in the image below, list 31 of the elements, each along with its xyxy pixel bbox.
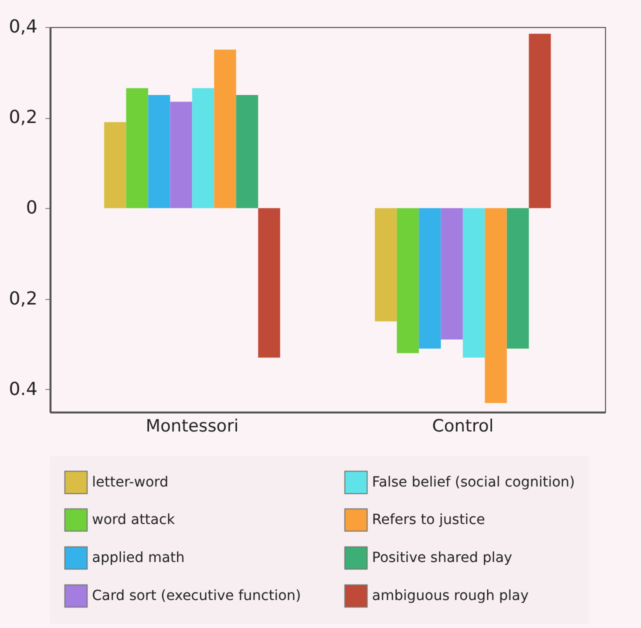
legend-label: Card sort (executive function) [92, 588, 302, 604]
legend-label: applied math [92, 550, 185, 566]
y-tick-label: 0,2 [8, 288, 38, 310]
bar [126, 88, 148, 208]
y-tick-label: 0,4 [8, 16, 38, 38]
legend-label: letter-word [92, 474, 168, 490]
legend-label: word attack [92, 512, 176, 528]
y-tick-label: 0,2 [8, 107, 38, 128]
bar [506, 208, 529, 349]
legend-label: Refers to justice [372, 512, 486, 528]
bar [170, 102, 192, 208]
bar [462, 208, 485, 358]
bar [104, 122, 126, 208]
x-tick-label: Montessori [146, 416, 239, 436]
legend-label: False belief (social cognition) [372, 474, 575, 490]
bar [528, 34, 551, 208]
bar [258, 208, 280, 358]
legend-label: ambiguous rough play [372, 588, 529, 604]
bar [484, 208, 507, 403]
y-tick-label: 0.4 [8, 378, 38, 400]
x-tick-label: Control [432, 416, 494, 436]
bar [214, 50, 236, 208]
bar [374, 208, 397, 322]
bar [192, 88, 214, 208]
bar [236, 94, 258, 208]
legend-label: Positive shared play [372, 550, 512, 566]
bar [440, 208, 463, 340]
y-tick-label: 0 [26, 198, 38, 219]
bar [148, 94, 170, 208]
bar [418, 208, 441, 349]
bar [396, 208, 419, 354]
